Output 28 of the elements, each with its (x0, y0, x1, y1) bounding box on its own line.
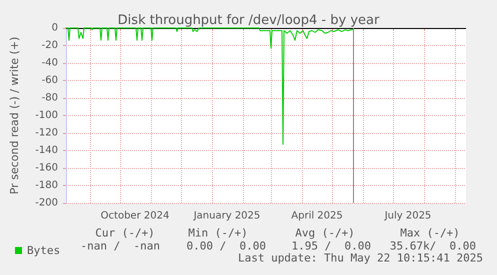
text: 0.00 / 0.00 (186, 240, 266, 252)
y-axis-title: Pr second read (-) / write (+) (8, 36, 21, 194)
y-tick-label: -200 (35, 198, 58, 208)
text: Avg (-/+) (295, 226, 355, 240)
x-tick-label: July 2025 (384, 210, 432, 222)
text: 1.95 / 0.00 (292, 240, 371, 252)
text: 35.67k/ 0.00 (390, 240, 476, 252)
y-tick-label: -120 (35, 128, 58, 138)
x-tick-label: January 2025 (192, 210, 260, 222)
x-tick-label: October 2024 (100, 210, 170, 222)
y-tick-label: -160 (35, 162, 58, 174)
text: -nan / -nan (80, 240, 160, 252)
y-tick-label: -40 (42, 58, 58, 68)
text: Last update: Thu May 22 10:15:41 2025 (238, 252, 483, 264)
text: Cur (-/+) (95, 226, 155, 240)
y-tick-label: -140 (35, 145, 58, 156)
y-tick-label: -100 (35, 110, 58, 121)
line-series (66, 28, 354, 145)
x-tick-label: April 2025 (291, 210, 343, 222)
chart-title: Disk throughput for /dev/loop4 - by year (118, 13, 380, 28)
legend-label: Bytes (27, 244, 60, 257)
text: Max (-/+) (400, 226, 460, 240)
text: Min (-/+) (188, 226, 248, 240)
y-tick-label: -80 (42, 92, 58, 104)
y-tick-label: -180 (35, 180, 58, 191)
y-tick-label: 0 (52, 22, 58, 34)
y-tick-label: -20 (42, 40, 58, 51)
y-tick-label: -60 (42, 75, 58, 86)
